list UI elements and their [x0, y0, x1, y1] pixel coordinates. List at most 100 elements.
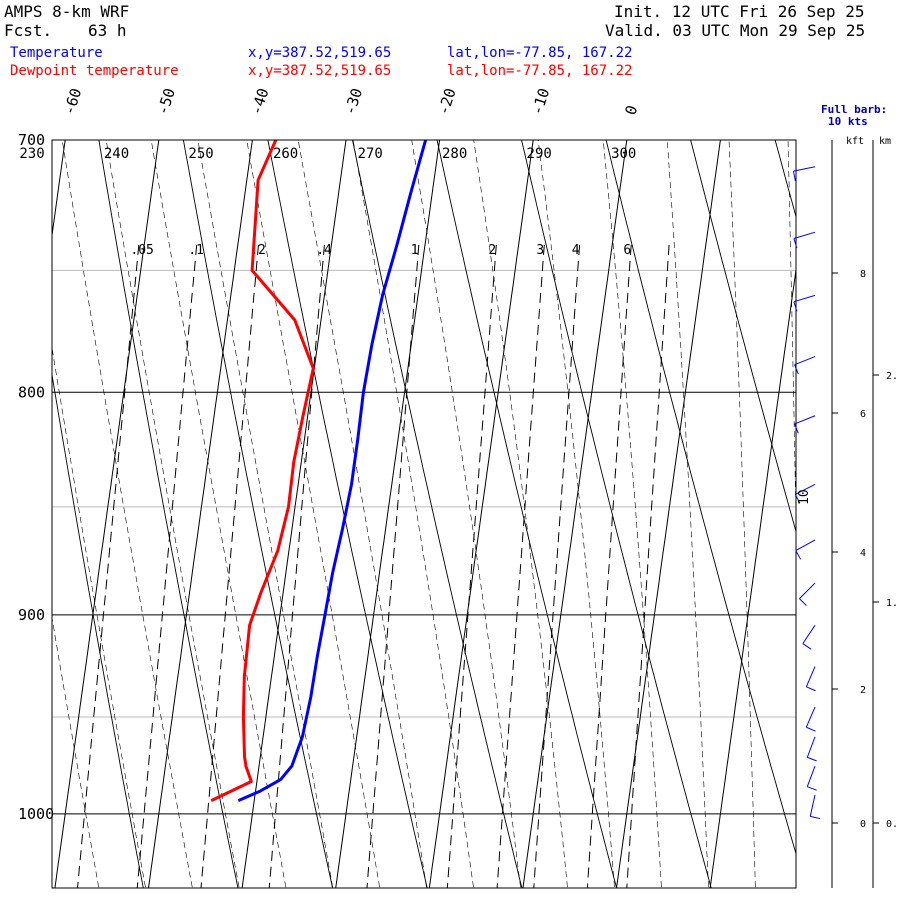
- legend-temperature: Temperature: [10, 45, 103, 61]
- isotherm-line: [54, 140, 160, 888]
- moist-adiabat: [352, 140, 474, 888]
- mixing-ratio-line: [200, 244, 259, 888]
- valid-time: Valid. 03 UTC Mon 29 Sep 25: [605, 21, 866, 40]
- dry-adiabat: [436, 140, 618, 888]
- mixing-ratio-label: 3: [536, 243, 544, 258]
- pressure-tick-label: 800: [18, 383, 45, 401]
- kft-tick-label: 0: [860, 819, 866, 830]
- moist-adiabat: [52, 615, 100, 888]
- wind-barb: [792, 166, 816, 182]
- mixing-ratio-line: [586, 244, 632, 888]
- isotherm-label: -40: [247, 86, 272, 117]
- wind-barb: [793, 294, 816, 312]
- moist-adiabat: [52, 345, 146, 888]
- mixing-ratio-line: [268, 244, 325, 888]
- km-tick-label: 1.: [886, 598, 898, 609]
- barb-note-line1: Full barb:: [821, 103, 887, 116]
- moist-adiabat: [61, 140, 193, 888]
- wind-barb: [806, 736, 817, 762]
- mixing-ratio-line: [446, 244, 497, 888]
- dry-adiabat: [267, 140, 428, 888]
- temperature-latlon: lat,lon=-77.85, 167.22: [447, 45, 633, 61]
- legend-dewpoint: Dewpoint temperature: [10, 63, 179, 79]
- moist-adiabat: [537, 140, 615, 888]
- kft-tick-label: 4: [860, 548, 866, 559]
- isotherm-line: [147, 140, 253, 888]
- theta-label: 300: [611, 146, 636, 162]
- theta-label: 270: [357, 146, 382, 162]
- forecast-label: Fcst.: [4, 21, 53, 40]
- wind-barb: [802, 625, 816, 650]
- isotherm-line: [428, 140, 534, 888]
- theta-label: 260: [273, 146, 298, 162]
- isotherm-line: [522, 140, 628, 888]
- theta-label: 280: [442, 146, 467, 162]
- kft-tick-label: 6: [860, 409, 866, 420]
- isotherm-label: -50: [153, 86, 178, 117]
- model-title: AMPS 8-km WRF: [4, 2, 130, 21]
- mixing-ratio-line: [366, 244, 420, 888]
- moist-adiabat: [105, 140, 240, 888]
- isotherm-line: [335, 140, 441, 888]
- wind-barb: [806, 765, 817, 791]
- init-time: Init. 12 UTC Fri 26 Sep 25: [614, 2, 865, 21]
- wind-barb: [794, 415, 816, 434]
- isotherm-label: -30: [341, 86, 366, 117]
- moist-adiabat: [52, 885, 53, 888]
- dewpoint-latlon: lat,lon=-77.85, 167.22: [447, 63, 633, 79]
- moist-adiabat: [150, 140, 287, 888]
- isotherm-line: [241, 140, 347, 888]
- mixing-ratio-label: 4: [572, 243, 580, 258]
- moist-adiabat: [411, 140, 521, 888]
- mixing-ratio-label: 6: [623, 243, 631, 258]
- wind-barb: [794, 356, 816, 375]
- dry-adiabat: [182, 140, 334, 888]
- isotherm-line: [615, 140, 721, 888]
- theta-label: 240: [104, 146, 129, 162]
- kft-tick-label: 8: [860, 269, 866, 280]
- dry-adiabat: [774, 140, 796, 219]
- dry-adiabat: [352, 140, 523, 888]
- isotherm-line: [52, 140, 66, 239]
- moist-adiabat: [666, 140, 709, 888]
- dry-adiabat: [605, 140, 796, 856]
- mixing-ratio-label: .05: [130, 243, 153, 258]
- moist-adiabat: [197, 140, 334, 888]
- mixing-ratio-label: .4: [316, 243, 332, 258]
- mixing-ratio-label: 2: [488, 243, 496, 258]
- theta-label: 250: [188, 146, 213, 162]
- theta-label: 230: [19, 146, 44, 162]
- km-tick-label: 0.: [886, 819, 898, 830]
- barb-speed-label: 10: [797, 489, 812, 505]
- mixing-ratio-label: .1: [188, 243, 204, 258]
- moist-adiabat: [297, 140, 427, 888]
- kft-tick-label: 2: [860, 685, 866, 696]
- wind-barb: [799, 582, 816, 607]
- isotherm-label: -60: [60, 86, 85, 117]
- dewpoint-profile: [210, 140, 315, 802]
- isotherm-line: [802, 113, 900, 897]
- temperature-xy: x,y=387.52,519.65: [248, 45, 392, 61]
- mixing-ratio-line: [626, 244, 670, 888]
- temperature-profile: [237, 140, 428, 802]
- forecast-hour: 63 h: [88, 21, 127, 40]
- pressure-tick-label: 900: [18, 606, 45, 624]
- km-tick-label: 2.: [886, 371, 898, 382]
- isotherm-label: -10: [528, 86, 553, 117]
- pressure-tick-label: 700: [18, 131, 45, 149]
- pressure-tick-label: 1000: [18, 805, 54, 823]
- kft-label: kft: [846, 136, 864, 147]
- wind-barb: [793, 231, 816, 249]
- wind-barb: [809, 794, 821, 820]
- dewpoint-xy: x,y=387.52,519.65: [248, 63, 392, 79]
- moist-adiabat: [602, 140, 662, 888]
- dry-adiabat: [98, 140, 239, 888]
- dry-adiabat: [0, 113, 50, 897]
- km-label: km: [879, 136, 891, 147]
- mixing-ratio-line: [76, 244, 140, 888]
- isotherm-label: 0: [621, 103, 641, 117]
- moist-adiabat: [246, 140, 381, 888]
- mixing-ratio-label: 1: [411, 243, 419, 258]
- wind-barb: [805, 666, 816, 692]
